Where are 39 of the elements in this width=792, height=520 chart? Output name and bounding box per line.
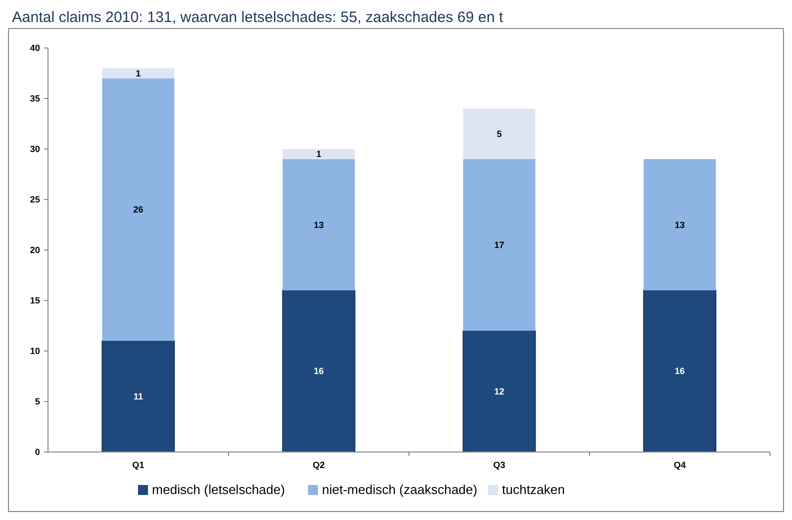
data-label: 13 bbox=[674, 220, 685, 230]
bar bbox=[644, 159, 716, 290]
y-tick-label: 40 bbox=[30, 43, 40, 53]
y-tick-label: 35 bbox=[30, 94, 40, 104]
x-tick-label: Q2 bbox=[312, 460, 325, 470]
y-tick-label: 0 bbox=[34, 447, 40, 457]
y-tick-label: 25 bbox=[30, 194, 40, 204]
bar bbox=[102, 340, 175, 452]
data-label: 11 bbox=[133, 391, 144, 402]
x-tick-label: Q4 bbox=[674, 460, 686, 470]
legend-label: medisch (letselschade) bbox=[152, 482, 285, 497]
data-label: 16 bbox=[314, 366, 324, 376]
x-tick-label: Q3 bbox=[493, 460, 506, 470]
bar bbox=[463, 159, 536, 331]
legend-label: tuchtzaken bbox=[502, 482, 565, 497]
bar bbox=[462, 330, 536, 452]
chart-title: Aantal claims 2010: 131, waarvan letselschades: 55, zaakschades 69 en t bbox=[12, 9, 504, 26]
bar bbox=[102, 78, 174, 341]
y-tick-label: 5 bbox=[34, 396, 40, 406]
data-label: 1 bbox=[316, 149, 322, 160]
bar bbox=[643, 290, 716, 452]
y-tick-label: 20 bbox=[30, 245, 40, 255]
bar bbox=[282, 149, 355, 160]
y-tick-label: 10 bbox=[30, 346, 40, 356]
data-label: 17 bbox=[494, 240, 504, 250]
bar bbox=[463, 108, 536, 160]
data-label: 16 bbox=[674, 366, 685, 376]
data-label: 13 bbox=[314, 220, 324, 230]
bar bbox=[282, 159, 355, 290]
data-label: 5 bbox=[496, 128, 502, 139]
bar bbox=[282, 290, 356, 452]
y-tick-label: 30 bbox=[30, 144, 40, 154]
data-label: 12 bbox=[494, 386, 504, 396]
x-tick-label: Q1 bbox=[132, 460, 144, 470]
data-label: 26 bbox=[133, 204, 144, 215]
data-label: 1 bbox=[136, 68, 141, 78]
bar bbox=[102, 68, 174, 78]
legend-label: niet-medisch (zaakschade) bbox=[322, 482, 478, 497]
y-tick-label: 15 bbox=[30, 296, 40, 306]
